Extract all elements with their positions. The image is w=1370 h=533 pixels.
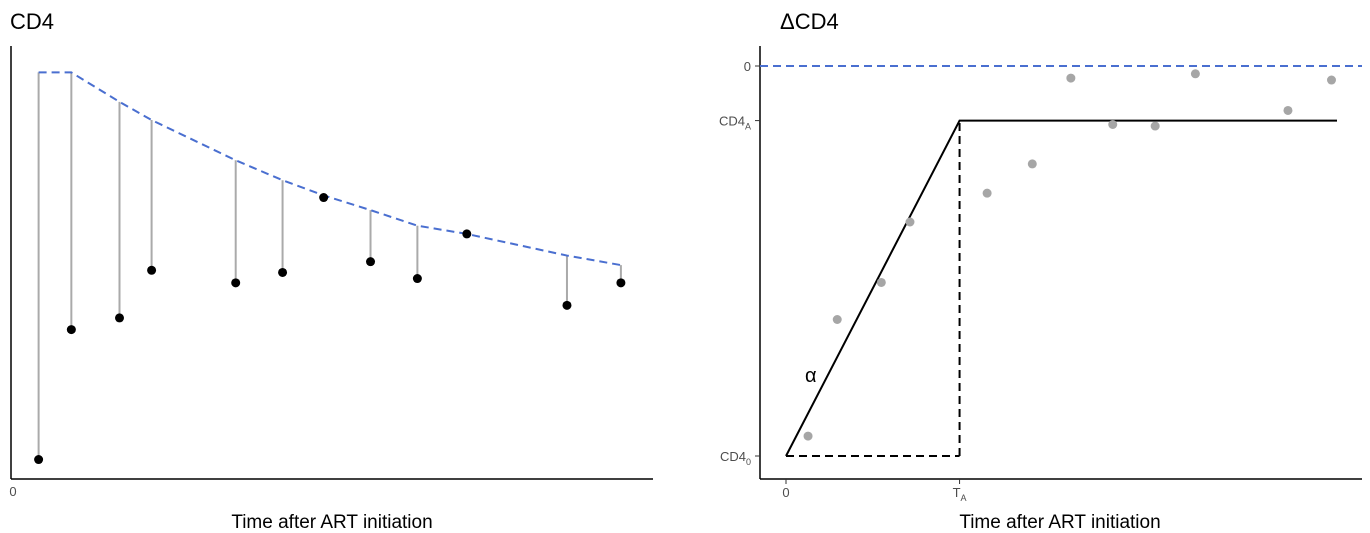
delta-cd4-point <box>1150 121 1160 131</box>
delta-cd4-point <box>1027 159 1037 169</box>
delta-cd4-point <box>1066 73 1076 83</box>
cd4-point <box>562 300 572 310</box>
delta-cd4-point <box>1190 69 1200 79</box>
delta-cd4-point <box>876 277 886 287</box>
cd4-panel-title: CD4 <box>10 9 54 34</box>
delta-cd4-point <box>1326 75 1336 85</box>
cd4-point <box>147 265 157 275</box>
cd4-points <box>34 193 626 465</box>
cd4-point <box>66 325 76 335</box>
delta-cd4-point <box>982 188 992 198</box>
delta-cd4-x-axis-label: Time after ART initiation <box>959 512 1160 533</box>
y-tick-label: 0 <box>744 59 751 74</box>
delta-cd4-segmented-fit <box>785 119 1337 457</box>
cd4-x-axis-label: Time after ART initiation <box>231 512 432 533</box>
delta-cd4-point <box>1283 105 1293 115</box>
delta-cd4-panel-title: ΔCD4 <box>780 9 839 34</box>
delta-cd4-points <box>803 69 1336 441</box>
delta-cd4-point <box>905 217 915 227</box>
slope-alpha-label: α <box>805 365 817 387</box>
cd4-connectors <box>37 72 622 460</box>
delta-cd4-change-point-guides <box>786 120 961 457</box>
delta-cd4-point <box>1108 120 1118 129</box>
x-tick-label: TA <box>953 485 967 503</box>
cd4-point <box>412 274 422 284</box>
cd4-point <box>462 229 472 239</box>
delta-cd4-panel: ΔCD4 0 CD4A CD40 0 TA α Time after ART init… <box>719 9 1362 533</box>
cd4-point <box>366 257 376 267</box>
cd4-panel: CD4 0 Time after ART initiation <box>9 9 653 533</box>
delta-cd4-annotations: α <box>805 365 817 387</box>
cd4-point <box>231 278 241 288</box>
x-tick-label: 0 <box>782 485 789 500</box>
cd4-point <box>34 455 44 465</box>
delta-cd4-point <box>803 431 813 441</box>
cd4-point <box>319 193 329 203</box>
delta-cd4-point <box>832 315 842 324</box>
cd4-point <box>278 267 288 277</box>
cd4-point <box>114 313 124 323</box>
cd4-x-tick-0: 0 <box>9 484 16 499</box>
delta-cd4-y-ticks: 0 CD4A CD40 <box>719 59 760 467</box>
cd4-point <box>616 278 626 288</box>
cd4-reference-curve <box>38 71 622 267</box>
y-tick-label: CD4A <box>719 114 751 132</box>
delta-cd4-x-ticks: 0 TA <box>782 479 967 503</box>
y-tick-label: CD40 <box>720 449 751 467</box>
